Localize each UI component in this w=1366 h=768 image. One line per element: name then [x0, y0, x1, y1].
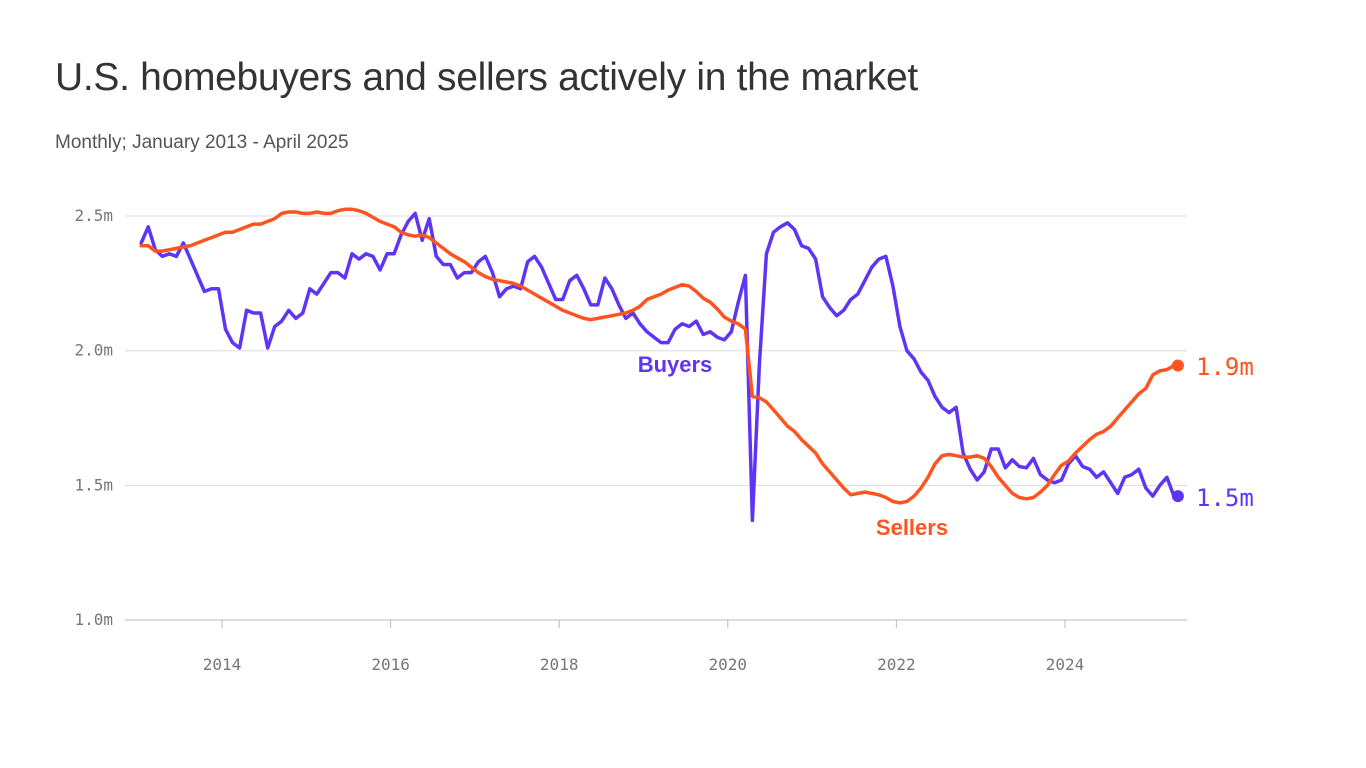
y-tick-label: 1.0m	[74, 610, 113, 629]
series-label-sellers: Sellers	[876, 515, 948, 540]
end-label-buyers: 1.5m	[1196, 484, 1254, 512]
series-label-buyers: Buyers	[638, 352, 713, 377]
y-tick-label: 2.5m	[74, 206, 113, 225]
end-point-buyers	[1171, 490, 1184, 503]
end-point-sellers	[1171, 359, 1184, 372]
series-line-buyers	[139, 211, 1176, 523]
x-tick-label: 2018	[540, 655, 579, 674]
end-label-sellers: 1.9m	[1196, 353, 1254, 381]
x-tick-label: 2014	[203, 655, 242, 674]
series-line-sellers	[139, 207, 1176, 505]
x-tick-label: 2020	[709, 655, 748, 674]
y-tick-label: 1.5m	[74, 475, 113, 494]
chart-subtitle: Monthly; January 2013 - April 2025	[55, 132, 349, 153]
x-tick-label: 2016	[371, 655, 410, 674]
chart-title: U.S. homebuyers and sellers actively in …	[55, 56, 918, 99]
x-tick-label: 2024	[1046, 655, 1085, 674]
y-tick-label: 2.0m	[74, 341, 113, 360]
x-tick-label: 2022	[877, 655, 916, 674]
